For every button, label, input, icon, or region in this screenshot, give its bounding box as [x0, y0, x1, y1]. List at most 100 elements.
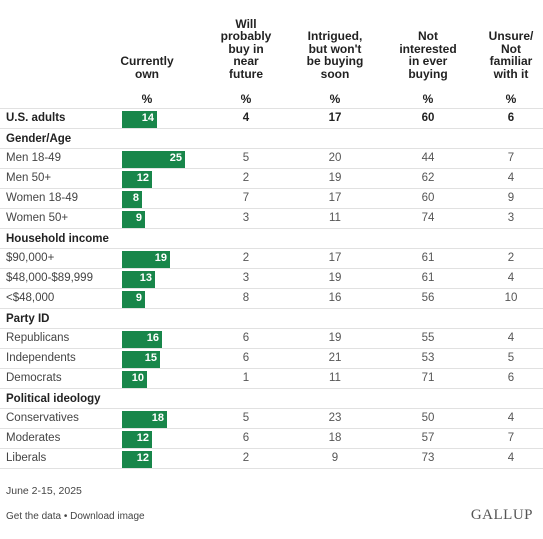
cell-buy: 6 — [242, 432, 250, 444]
cell-unsure: 3 — [507, 212, 515, 224]
unit-label-intrigued: % — [329, 92, 341, 106]
cell-unsure: 6 — [507, 372, 515, 384]
column-header-line: buy in — [228, 41, 264, 56]
table-row: $48,000-$89,999 13 3 19 61 4 — [0, 269, 543, 288]
row-separator — [0, 448, 543, 449]
column-header-line: soon — [320, 66, 350, 81]
bar-currently-own — [122, 251, 170, 268]
cell-not_interested: 73 — [421, 452, 435, 464]
bar-value-label: 10 — [131, 372, 144, 384]
cell-not_interested: 61 — [421, 252, 435, 264]
gallup-logo: GALLUP — [470, 507, 533, 523]
bar-value-label: 13 — [139, 272, 152, 284]
cell-unsure: 9 — [507, 192, 515, 204]
get-data-link[interactable]: Get the data — [6, 511, 62, 522]
cell-intrigued: 17 — [328, 112, 342, 124]
cell-not_interested: 60 — [421, 112, 435, 124]
bar-value-label: 19 — [154, 252, 167, 264]
cell-not_interested: 74 — [421, 212, 435, 224]
bar-currently-own — [122, 411, 167, 428]
cell-not_interested: 56 — [421, 292, 435, 304]
bar-value-label: 15 — [144, 352, 157, 364]
column-header-line: Will — [235, 16, 257, 31]
column-header-line: Not — [418, 29, 438, 43]
column-header-unsure: Unsure/Not familiar with it — [471, 30, 543, 80]
total-row: U.S. adults 14 4 17 60 6 — [0, 109, 543, 128]
row-label: $48,000-$89,999 — [6, 272, 93, 284]
bar-currently-own — [122, 191, 142, 208]
cell-buy: 3 — [242, 212, 250, 224]
cell-unsure: 10 — [504, 292, 518, 304]
bar-value-label: 14 — [141, 112, 154, 124]
bar-currently-own — [122, 291, 145, 308]
bar-value-label: 12 — [136, 432, 149, 444]
cell-unsure: 4 — [507, 172, 515, 184]
row-label: $90,000+ — [6, 252, 55, 264]
table-row: Independents 15 6 21 53 5 — [0, 349, 543, 368]
table-row: Democrats 10 1 11 71 6 — [0, 369, 543, 388]
column-header-line: Intrigued, — [307, 29, 363, 43]
cell-unsure: 2 — [507, 252, 515, 264]
row-separator — [0, 388, 543, 389]
bar-value-label: 12 — [136, 172, 149, 184]
cell-not_interested: 55 — [421, 332, 435, 344]
table-row: <$48,000 9 8 16 56 10 — [0, 289, 543, 308]
bar-currently-own — [122, 451, 152, 468]
cell-not_interested: 53 — [421, 352, 435, 364]
cell-intrigued: 20 — [328, 152, 342, 164]
cell-buy: 4 — [242, 112, 250, 124]
cell-buy: 6 — [242, 332, 250, 344]
cell-intrigued: 11 — [329, 212, 341, 224]
bar-value-label: 9 — [135, 292, 142, 304]
table-row: Women 50+ 9 3 11 74 3 — [0, 209, 543, 228]
row-label: Democrats — [6, 372, 62, 384]
table-row: Liberals 12 2 9 73 4 — [0, 449, 543, 468]
column-header-line: near — [233, 54, 259, 68]
cell-not_interested: 62 — [421, 172, 435, 184]
column-header-line: probably — [220, 29, 272, 43]
cell-intrigued: 17 — [328, 192, 342, 204]
cell-unsure: 4 — [507, 332, 515, 344]
column-header-line: interested — [399, 41, 457, 56]
cell-buy: 5 — [242, 412, 250, 424]
column-header-line: Currently — [120, 54, 174, 68]
table-row: Men 18-49 25 5 20 44 7 — [0, 149, 543, 168]
group-title: Political ideology — [6, 393, 101, 405]
unit-label-buy: % — [240, 92, 252, 106]
cell-buy: 1 — [242, 372, 250, 384]
cell-unsure: 4 — [507, 452, 515, 464]
cell-intrigued: 19 — [328, 272, 342, 284]
cell-buy: 6 — [242, 352, 250, 364]
bar-currently-own — [122, 171, 152, 188]
bar-currently-own — [122, 151, 185, 168]
download-image-link[interactable]: Download image — [70, 511, 145, 522]
cell-intrigued: 19 — [328, 332, 342, 344]
cell-buy: 5 — [242, 152, 250, 164]
row-separator — [0, 148, 543, 149]
row-label: Moderates — [6, 432, 61, 444]
row-separator — [0, 108, 543, 109]
row-label: Independents — [6, 352, 76, 364]
bar-value-label: 18 — [151, 412, 164, 424]
group-title: Gender/Age — [6, 133, 72, 145]
column-header-line: future — [229, 66, 263, 81]
row-label: Conservatives — [6, 412, 79, 424]
cell-intrigued: 19 — [328, 172, 342, 184]
cell-unsure: 4 — [507, 412, 515, 424]
table-row: Republicans 16 6 19 55 4 — [0, 329, 543, 348]
cell-buy: 8 — [242, 292, 250, 304]
cell-buy: 2 — [242, 172, 250, 184]
column-header-line: Not — [501, 41, 521, 56]
table-row: $90,000+ 19 2 17 61 2 — [0, 249, 543, 268]
cell-not_interested: 44 — [421, 152, 435, 164]
unit-label-not_interested: % — [422, 92, 434, 106]
cell-buy: 2 — [242, 452, 250, 464]
cell-not_interested: 71 — [421, 372, 435, 384]
cell-buy: 3 — [242, 272, 250, 284]
column-header-own: Currently own — [107, 55, 187, 80]
row-separator — [0, 248, 543, 249]
row-separator — [0, 168, 543, 169]
cell-unsure: 7 — [507, 152, 515, 164]
row-separator — [0, 368, 543, 369]
cell-intrigued: 11 — [329, 372, 341, 384]
